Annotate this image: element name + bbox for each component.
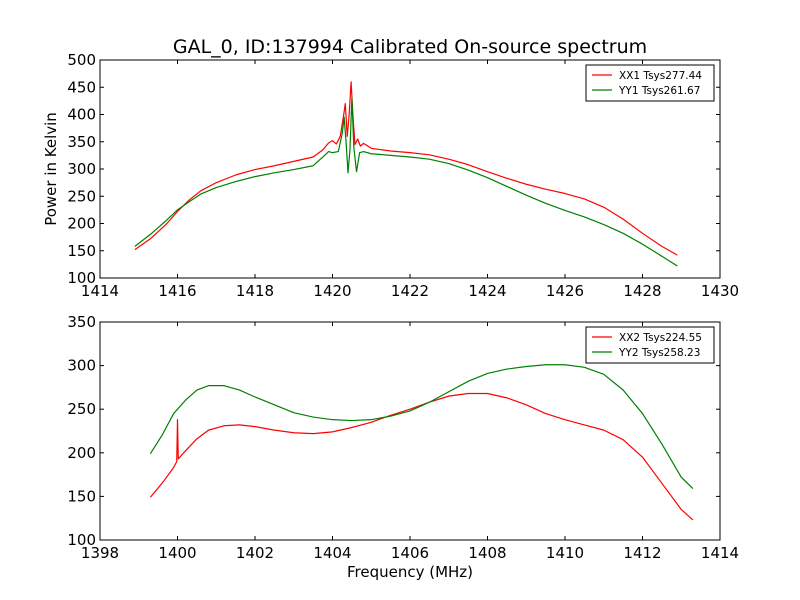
- bottom-x-tick-label: 1408: [468, 544, 506, 562]
- bottom-x-axis-label: Frequency (MHz): [347, 563, 473, 581]
- top-x-tick-label: 1428: [623, 282, 661, 300]
- bottom-panel: 1398 1400 1402 1404 1406 1408 1410 1412 1414 100 1…: [67, 313, 739, 562]
- top-x-tick-label: 1414: [81, 282, 119, 300]
- bottom-x-tick-label: 1414: [701, 544, 739, 562]
- bottom-x-tick-label: 1398: [81, 544, 119, 562]
- top-x-tick-label: 1416: [158, 282, 196, 300]
- bottom-legend-box: [585, 326, 715, 364]
- top-y-tick-label: 150: [67, 242, 96, 260]
- top-legend-label-2: YY1 Tsys261.67: [618, 85, 700, 97]
- top-y-tick-label: 200: [67, 215, 96, 233]
- bottom-x-tick-label: 1404: [313, 544, 351, 562]
- top-series-line-2: [134, 97, 678, 267]
- bottom-x-tick-label: 1410: [546, 544, 584, 562]
- top-y-tick-label: 250: [67, 187, 96, 205]
- bottom-y-tick-label: 350: [67, 313, 96, 331]
- bottom-series-line-2: [149, 364, 694, 489]
- top-x-tick-label: 1418: [236, 282, 274, 300]
- bottom-y-tick-label: 100: [67, 531, 96, 549]
- bottom-y-tick-label: 300: [67, 357, 96, 375]
- chart-title: GAL_0, ID:137994 Calibrated On-source sp…: [173, 36, 647, 58]
- bottom-x-tick-label: 1402: [236, 544, 274, 562]
- bottom-x-tick-label: 1412: [623, 544, 661, 562]
- bottom-x-tick-label: 1406: [391, 544, 429, 562]
- bottom-y-tick-label: 200: [67, 444, 96, 462]
- bottom-legend-label-1: XX2 Tsys224.55: [619, 332, 702, 344]
- top-x-tick-label: 1422: [391, 282, 429, 300]
- top-y-axis-label: Power in Kelvin: [42, 112, 60, 226]
- top-y-tick-label: 350: [67, 133, 96, 151]
- top-legend-label-1: XX1 Tsys277.44: [619, 70, 702, 82]
- top-x-tick-label: 1424: [468, 282, 506, 300]
- top-y-tick-label: 500: [67, 51, 96, 69]
- bottom-legend-label-2: YY2 Tsys258.23: [618, 347, 700, 359]
- top-y-tick-label: 400: [67, 106, 96, 124]
- bottom-y-tick-label: 250: [67, 400, 96, 418]
- bottom-y-tick-label: 150: [67, 487, 96, 505]
- bottom-x-tick-label: 1400: [158, 544, 196, 562]
- top-panel: 1414 1416 1418 1420 1422 1424 1426 1428 1430 100 1…: [67, 51, 739, 300]
- top-y-tick-label: 450: [67, 78, 96, 96]
- top-x-tick-label: 1430: [701, 282, 739, 300]
- top-x-tick-label: 1426: [546, 282, 584, 300]
- bottom-series-line-1: [149, 392, 694, 521]
- top-legend-box: [585, 64, 715, 102]
- top-y-tick-label: 300: [67, 160, 96, 178]
- top-y-tick-label: 100: [67, 269, 96, 287]
- top-x-tick-label: 1420: [313, 282, 351, 300]
